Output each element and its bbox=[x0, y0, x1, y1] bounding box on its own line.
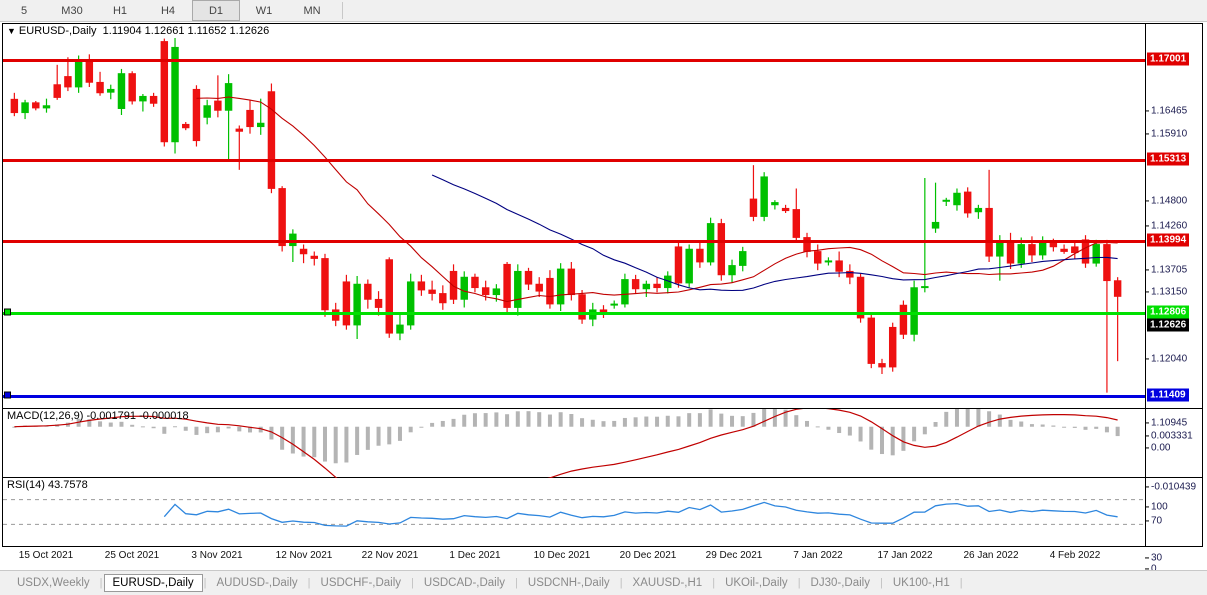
date-tick-label: 4 Feb 2022 bbox=[1049, 550, 1101, 561]
tab-separator: | bbox=[411, 577, 414, 589]
chart-tab-usdcnh--daily[interactable]: USDCNH-,Daily bbox=[527, 577, 610, 589]
date-tick-label: 29 Dec 2021 bbox=[705, 550, 763, 561]
level-handle-support-green[interactable] bbox=[4, 308, 11, 316]
rsi-plot bbox=[3, 499, 1147, 527]
date-tick-label: 10 Dec 2021 bbox=[533, 550, 591, 561]
date-tick-label: 3 Nov 2021 bbox=[191, 550, 243, 561]
chart-frame: ▼ EURUSD-,Daily 1.11904 1.12661 1.11652 1… bbox=[2, 23, 1203, 574]
price-level-badge[interactable]: 1.12626 bbox=[1147, 318, 1190, 332]
date-tick-label: 7 Jan 2022 bbox=[793, 550, 843, 561]
timeframe-button-m30[interactable]: M30 bbox=[48, 0, 96, 21]
tab-separator: | bbox=[203, 577, 207, 589]
rsi-axis-section[interactable]: 100 70 30 0 bbox=[1145, 478, 1202, 574]
macd-axis-section[interactable]: 0.003331 0.00 -0.010439 bbox=[1145, 409, 1202, 492]
tab-separator: | bbox=[959, 577, 963, 589]
price-level-badge[interactable]: 1.11409 bbox=[1147, 388, 1189, 402]
date-tick-label: 17 Jan 2022 bbox=[877, 550, 933, 561]
chart-tab-xauusd--h1[interactable]: XAUUSD-,H1 bbox=[632, 577, 703, 589]
chart-tab-usdx-weekly[interactable]: USDX,Weekly bbox=[17, 577, 90, 589]
chart-tab-audusd--daily[interactable]: AUDUSD-,Daily bbox=[216, 577, 298, 589]
chart-symbol-label: EURUSD-,Daily bbox=[18, 25, 97, 37]
macd-tick-label: 0.003331 bbox=[1145, 430, 1193, 441]
date-tick-label: 20 Dec 2021 bbox=[619, 550, 677, 561]
price-tick-label: 1.14800 bbox=[1145, 195, 1187, 206]
price-axis-section[interactable]: 1.16465 1.15910 1.14800 1.14260 1.13705 1.131… bbox=[1145, 24, 1202, 428]
chart-tab-uk100--h1[interactable]: UK100-,H1 bbox=[892, 577, 950, 589]
rsi-legend: RSI(14) 43.7578 bbox=[7, 479, 88, 491]
price-level-badge[interactable]: 1.15313 bbox=[1147, 152, 1190, 166]
timeframe-button-w1[interactable]: W1 bbox=[240, 0, 288, 21]
price-level-badge[interactable]: 1.13994 bbox=[1147, 233, 1190, 247]
date-tick-label: 1 Dec 2021 bbox=[449, 550, 501, 561]
tab-separator: | bbox=[307, 577, 311, 589]
level-line-resistance-1[interactable] bbox=[3, 59, 1145, 62]
date-tick-label: 25 Oct 2021 bbox=[104, 550, 160, 561]
rsi-tick-label: 100 bbox=[1145, 501, 1168, 512]
rsi-tick-label: 70 bbox=[1145, 515, 1162, 526]
date-tick-label: 15 Oct 2021 bbox=[18, 550, 74, 561]
price-tick-label: 1.13150 bbox=[1145, 286, 1187, 297]
level-line-resistance-3[interactable] bbox=[3, 240, 1145, 243]
timeframe-button-d1[interactable]: D1 bbox=[192, 0, 240, 21]
timeframe-button-group: 5 M30 H1 H4 D1 W1 MN bbox=[0, 0, 347, 21]
chart-tab-ukoil--daily[interactable]: UKOil-,Daily bbox=[725, 577, 788, 589]
tab-separator: | bbox=[879, 577, 883, 589]
macd-pane[interactable]: MACD(12,26,9) -0.001791 -0.000018 bbox=[3, 409, 1145, 478]
level-line-support-blue[interactable] bbox=[3, 395, 1145, 398]
timeframe-button-h4[interactable]: H4 bbox=[144, 0, 192, 21]
chart-ohlc-label: 1.11904 1.12661 1.11652 1.12626 bbox=[102, 25, 270, 37]
macd-plot bbox=[12, 409, 1120, 478]
date-tick-label: 26 Jan 2022 bbox=[963, 550, 1019, 561]
timeframe-toolbar: 5 M30 H1 H4 D1 W1 MN bbox=[0, 0, 1207, 22]
price-tick-label: 1.10945 bbox=[1145, 417, 1187, 428]
tab-separator: | bbox=[99, 577, 103, 589]
date-tick-label: 22 Nov 2021 bbox=[361, 550, 419, 561]
timeframe-button-mn[interactable]: MN bbox=[288, 0, 336, 21]
price-scale-axis[interactable]: 1.16465 1.15910 1.14800 1.14260 1.13705 1.131… bbox=[1145, 24, 1202, 574]
price-tick-label: 1.13705 bbox=[1145, 264, 1187, 275]
tab-separator: | bbox=[515, 577, 518, 589]
tab-separator: | bbox=[797, 577, 801, 589]
rsi-tick-label: 0 bbox=[1145, 563, 1157, 574]
chart-tab-usdchf--daily[interactable]: USDCHF-,Daily bbox=[320, 577, 402, 589]
toolbar-separator bbox=[342, 2, 343, 19]
level-handle-support-blue[interactable] bbox=[4, 391, 11, 399]
date-tick-label: 12 Nov 2021 bbox=[275, 550, 333, 561]
chart-tab-dj30--daily[interactable]: DJ30-,Daily bbox=[810, 577, 870, 589]
candlestick-plot bbox=[10, 38, 1122, 393]
tab-separator: | bbox=[712, 577, 716, 589]
timeframe-button-5[interactable]: 5 bbox=[0, 0, 48, 21]
chart-menu-caret-icon[interactable]: ▼ bbox=[7, 26, 16, 37]
price-tick-label: 1.16465 bbox=[1145, 105, 1187, 116]
level-line-resistance-2[interactable] bbox=[3, 159, 1145, 162]
price-tick-label: 1.15910 bbox=[1145, 128, 1187, 139]
chart-tab-usdcad--daily[interactable]: USDCAD-,Daily bbox=[423, 577, 506, 589]
macd-legend: MACD(12,26,9) -0.001791 -0.000018 bbox=[7, 410, 189, 422]
timeframe-button-h1[interactable]: H1 bbox=[96, 0, 144, 21]
tab-separator: | bbox=[619, 577, 623, 589]
macd-tick-label: 0.00 bbox=[1145, 442, 1170, 453]
rsi-tick-label: 30 bbox=[1145, 552, 1162, 563]
time-scale-axis[interactable]: 15 Oct 2021 25 Oct 2021 3 Nov 2021 12 Nov 2… bbox=[2, 548, 1203, 566]
price-level-badge[interactable]: 1.12806 bbox=[1147, 305, 1190, 319]
macd-tick-label: -0.010439 bbox=[1145, 481, 1196, 492]
level-line-support-green[interactable] bbox=[3, 312, 1145, 315]
price-tick-label: 1.14260 bbox=[1145, 220, 1187, 231]
rsi-pane[interactable]: RSI(14) 43.7578 bbox=[3, 478, 1147, 546]
chart-legend: ▼ EURUSD-,Daily 1.11904 1.12661 1.11652 1… bbox=[7, 25, 269, 37]
price-level-badge[interactable]: 1.17001 bbox=[1147, 52, 1190, 66]
price-tick-label: 1.12040 bbox=[1145, 353, 1187, 364]
chart-tab-bar: USDX,Weekly | EURUSD-,Daily | AUDUSD-,Daily |… bbox=[0, 570, 1207, 595]
chart-tab-eurusd--daily[interactable]: EURUSD-,Daily bbox=[103, 574, 203, 592]
price-pane[interactable]: ▼ EURUSD-,Daily 1.11904 1.12661 1.11652 1… bbox=[3, 24, 1145, 409]
